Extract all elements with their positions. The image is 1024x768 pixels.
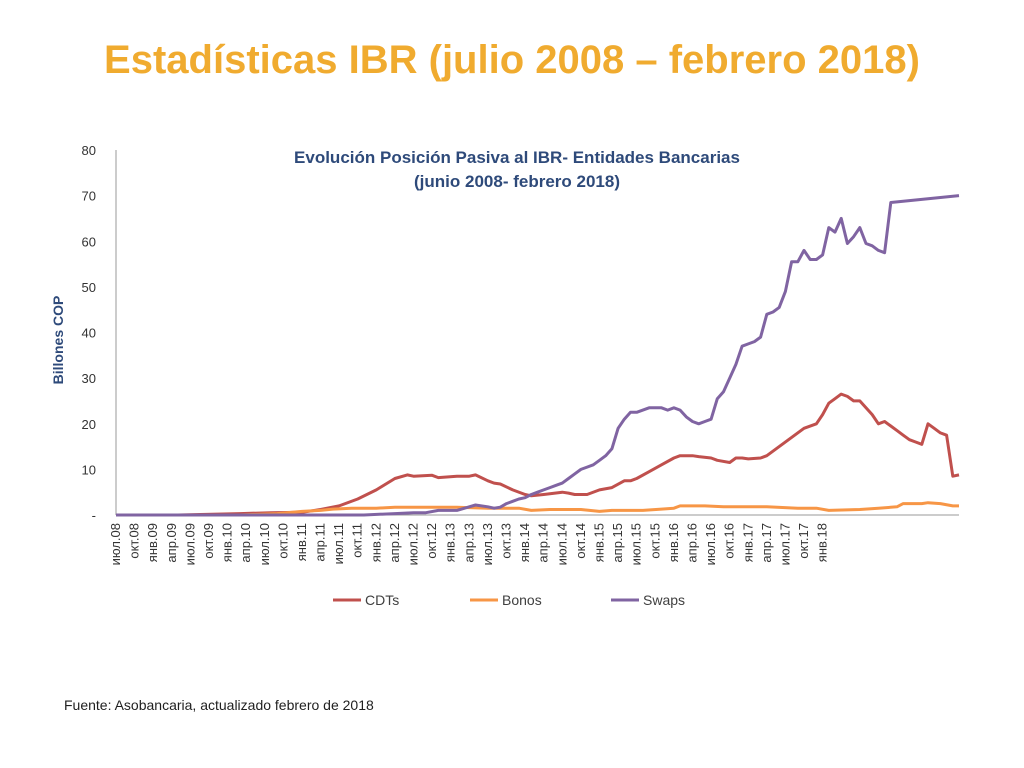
y-tick-label: 50 [82,280,96,295]
x-tick-label: окт.08 [127,523,142,559]
x-tick-label: апр.16 [684,523,699,563]
x-tick-label: янв.10 [220,523,235,562]
x-tick-label: июл.10 [257,523,272,565]
x-tick-label: июл.17 [777,523,792,565]
x-tick-label: июл.11 [331,523,346,564]
y-tick-label: 60 [82,234,96,249]
x-tick-label: янв.17 [740,523,755,562]
y-tick-label: 80 [82,143,96,158]
x-tick-label: янв.18 [815,523,830,562]
x-tick-label: апр.11 [313,523,328,562]
x-tick-label: янв.09 [145,523,160,562]
x-tick-label: июл.15 [629,523,644,565]
x-axis: июл.08 окт.08 янв.09 апр.09 июл.09 окт.09 янв.… [108,514,959,565]
x-tick-label: июл.12 [406,523,421,565]
x-tick-label: апр.09 [164,523,179,563]
x-tick-label: апр.17 [759,523,774,563]
legend-label-bonos: Bonos [502,592,542,608]
y-tick-label: 40 [82,326,96,341]
x-tick-label: янв.11 [294,523,309,561]
x-tick-label: апр.10 [238,523,253,563]
slide-title: Estadísticas IBR (julio 2008 – febrero 2… [104,38,920,82]
x-tick-label: окт.09 [201,523,216,559]
source-note: Fuente: Asobancaria, actualizado febrero… [64,697,374,713]
legend-label-cdts: CDTs [365,592,399,608]
series-line-swaps [116,194,960,517]
y-tick-label: - [92,508,96,523]
series-lines [116,194,960,517]
series-line-bonos [116,501,959,517]
x-tick-label: июл.13 [480,523,495,565]
x-tick-label: апр.15 [610,523,625,563]
legend: CDTs Bonos Swaps [333,592,685,608]
x-tick-label: окт.16 [722,523,737,559]
x-tick-label: апр.13 [461,523,476,563]
chart-title-line-1: Evolución Posición Pasiva al IBR- Entida… [294,148,740,167]
x-tick-label: янв.12 [368,523,383,562]
x-tick-label: апр.14 [536,523,551,563]
y-tick-label: 70 [82,189,96,204]
x-tick-label: окт.13 [499,523,514,559]
y-tick-label: 20 [82,417,96,432]
x-tick-label: окт.12 [424,523,439,559]
series-line-cdts [116,392,960,517]
y-tick-label: 30 [82,371,96,386]
x-tick-label: янв.13 [443,523,458,562]
x-tick-label: окт.10 [275,523,290,559]
y-axis: - 10 20 30 40 50 60 70 80 [82,143,117,523]
x-tick-label: апр.12 [387,523,402,563]
y-tick-label: 10 [82,462,96,477]
x-tick-label: окт.17 [796,523,811,559]
x-tick-label: янв.16 [666,523,681,562]
x-tick-label: июл.16 [703,523,718,565]
x-tick-label: июл.14 [554,523,569,565]
legend-label-swaps: Swaps [643,592,685,608]
x-tick-label: янв.14 [517,523,532,562]
x-tick-label: июл.08 [108,523,123,565]
x-tick-label: июл.09 [182,523,197,565]
chart-title-line-2: (junio 2008- febrero 2018) [414,172,620,191]
x-tick-label: окт.14 [573,523,588,559]
y-axis-label: Billones COP [50,296,66,385]
x-tick-label: окт.15 [647,523,662,559]
x-tick-label: янв.15 [591,523,606,562]
x-tick-label: окт.11 [350,523,365,558]
